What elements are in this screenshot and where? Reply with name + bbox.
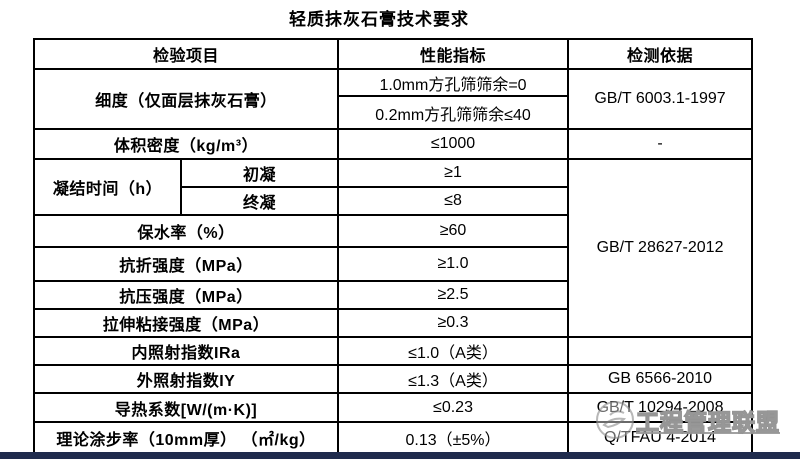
spec-table: 检验项目 性能指标 检测依据 细度（仅面层抹灰石膏） 1.0mm方孔筛筛余=0 … [32,38,754,454]
row-label-setting-time: 凝结时间（h） [33,158,182,216]
table-row: 0.2mm方孔筛筛余≤40 [34,95,752,130]
table-row: 保水率（%） ≥60 [32,214,752,248]
setting-time-sub2-label: 终凝 [179,186,340,216]
setting-time-sub1-value: ≥1 [337,158,570,188]
table-row: 理论涂步率（10mm厚） （㎡/kg） 0.13（±5%） Q/TFAU 4-2… [32,421,754,454]
flexural-strength-value: ≥1.0 [337,246,570,282]
internal-exposure-basis [567,336,754,366]
table-row: 内照射指数IRa ≤1.0（A类） [32,336,754,366]
internal-exposure-value: ≤1.0（A类） [337,336,570,366]
header-item: 检验项目 [32,38,340,70]
table-row: 终凝 ≤8 [34,186,752,216]
table-row: 外照射指数IY ≤1.3（A类） GB 6566-2010 [32,364,754,394]
header-basis: 检测依据 [567,38,754,70]
bottom-navy-bar [0,452,800,459]
setting-time-sub1-label: 初凝 [179,158,340,188]
bulk-density-basis: - [567,128,754,160]
header-index: 性能指标 [337,38,570,70]
row-label-fineness: 细度（仅面层抹灰石膏） [32,68,340,130]
row-label-coverage-rate: 理论涂步率（10mm厚） （㎡/kg） [32,421,340,454]
row-label-external-exposure: 外照射指数IY [32,364,340,394]
fineness-value-2: 0.2mm方孔筛筛余≤40 [337,95,570,130]
header-row: 检验项目 性能指标 检测依据 [32,38,754,70]
row-label-compressive-strength: 抗压强度（MPa） [32,280,340,310]
table-row: 抗压强度（MPa） ≥2.5 [32,280,752,310]
row-label-thermal-conductivity: 导热系数[W/(m·K)] [32,392,340,423]
coverage-rate-basis: Q/TFAU 4-2014 [567,421,754,454]
thermal-conductivity-value: ≤0.23 [337,392,570,423]
table-row: 凝结时间（h） 初凝 ≥1 GB/T 28627-2012 [33,158,754,338]
table-row: 抗折强度（MPa） ≥1.0 [32,246,752,282]
table-row: 细度（仅面层抹灰石膏） 1.0mm方孔筛筛余=0 GB/T 6003.1-199… [32,68,754,130]
table-row: 拉伸粘接强度（MPa） ≥0.3 [32,308,752,338]
coverage-rate-value: 0.13（±5%） [337,421,570,454]
page-title: 轻质抹灰石膏技术要求 [289,10,469,29]
tensile-bond-strength-value: ≥0.3 [337,308,570,338]
thermal-conductivity-basis: GB/T 10294-2008 [567,392,754,423]
external-exposure-value: ≤1.3（A类） [337,364,570,394]
bulk-density-value: ≤1000 [337,128,570,160]
row-label-flexural-strength: 抗折强度（MPa） [32,246,340,282]
external-exposure-basis: GB 6566-2010 [567,364,754,394]
table-row: 导热系数[W/(m·K)] ≤0.23 GB/T 10294-2008 [32,392,754,423]
compressive-strength-value: ≥2.5 [337,280,570,310]
setting-time-basis: GB/T 28627-2012 [567,158,754,338]
fineness-value-1: 1.0mm方孔筛筛余=0 [337,68,570,97]
fineness-basis: GB/T 6003.1-1997 [567,68,754,130]
water-retention-value: ≥60 [337,214,570,248]
row-label-bulk-density: 体积密度（kg/m³） [32,128,340,160]
table-row: 体积密度（kg/m³） ≤1000 - [32,128,754,160]
row-label-tensile-bond-strength: 拉伸粘接强度（MPa） [32,308,340,338]
row-label-water-retention: 保水率（%） [32,214,340,248]
row-label-internal-exposure: 内照射指数IRa [32,336,340,366]
setting-time-sub2-value: ≤8 [337,186,570,216]
